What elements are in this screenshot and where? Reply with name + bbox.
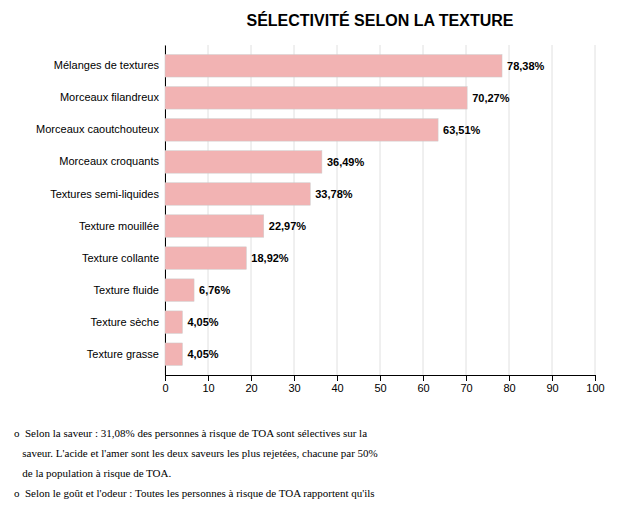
x-tick: 60	[417, 375, 429, 394]
x-tick: 30	[288, 375, 300, 394]
y-tick-label: Morceaux filandreux	[60, 91, 160, 103]
y-tick: Texture fluide	[94, 284, 165, 296]
data-label: 22,97%	[269, 220, 307, 232]
bar	[165, 247, 246, 269]
x-tick-mark	[509, 375, 510, 381]
data-label: 4,05%	[187, 348, 218, 360]
annotations: o Selon la saveur : 31,08% des personnes…	[14, 427, 378, 499]
data-label: 63,51%	[443, 124, 481, 136]
data-label: 4,05%	[187, 316, 218, 328]
x-tick-label: 20	[245, 382, 257, 394]
bar	[165, 87, 467, 109]
bar	[165, 55, 502, 77]
y-tick-label: Texture grasse	[87, 348, 159, 360]
y-tick-label: Texture sèche	[91, 316, 159, 328]
x-tick: 100	[586, 375, 604, 394]
x-tick: 10	[202, 375, 214, 394]
x-tick: 40	[331, 375, 343, 394]
x-tick-mark	[165, 375, 166, 381]
bar	[165, 215, 264, 237]
x-tick: 80	[503, 375, 515, 394]
grid	[165, 45, 595, 375]
x-tick-mark	[294, 375, 295, 381]
data-label: 6,76%	[199, 284, 230, 296]
y-tick: Texture grasse	[87, 348, 165, 360]
x-tick-label: 10	[202, 382, 214, 394]
annotation: de la population à risque de TOA.	[14, 467, 171, 479]
x-tick-label: 30	[288, 382, 300, 394]
y-tick: Mélanges de textures	[54, 59, 165, 71]
data-label: 36,49%	[327, 156, 365, 168]
x-tick-mark	[337, 375, 338, 381]
chart: SÉLECTIVITÉ SELON LA TEXTURE 0 10 20 30 40 50 6…	[0, 0, 635, 525]
plot: 0102030405060708090100Texture grasseText…	[36, 45, 605, 394]
x-tick-label: 0	[162, 382, 168, 394]
data-label: 18,92%	[251, 252, 289, 264]
y-tick-label: Morceaux croquants	[59, 155, 159, 167]
y-tick: Texture sèche	[91, 316, 165, 328]
x-axis-line	[166, 376, 596, 382]
x-tick-label: 70	[460, 382, 472, 394]
x-tick-label: 80	[503, 382, 515, 394]
y-tick-label: Texture mouillée	[79, 220, 159, 232]
data-label: 78,38%	[507, 60, 545, 72]
x-tick: 50	[374, 375, 386, 394]
y-tick: Textures semi-liquides	[50, 188, 165, 200]
y-tick: Morceaux filandreux	[60, 91, 165, 103]
bar	[165, 279, 194, 301]
x-tick-label: 60	[417, 382, 429, 394]
x-tick-mark	[380, 375, 381, 381]
annotation: o Selon la saveur : 31,08% des personnes…	[14, 427, 367, 439]
y-tick-label: Mélanges de textures	[54, 59, 160, 71]
x-tick: 0	[162, 375, 168, 394]
y-tick-label: Morceaux caoutchouteux	[36, 123, 159, 135]
y-tick-label: Texture fluide	[94, 284, 159, 296]
x-tick-label: 50	[374, 382, 386, 394]
x-tick: 90	[546, 375, 558, 394]
y-axis: Texture grasse Texture sèche Texture fluid…	[36, 46, 165, 376]
y-tick-label: Texture collante	[82, 252, 159, 264]
data-label: 33,78%	[315, 188, 353, 200]
annotation: saveur. L'acide et l'amer sont les deux …	[14, 447, 378, 459]
y-tick: Texture collante	[82, 252, 165, 264]
y-tick: Morceaux croquants	[59, 155, 165, 167]
x-tick-mark	[595, 375, 596, 381]
x-tick-label: 40	[331, 382, 343, 394]
x-tick: 70	[460, 375, 472, 394]
y-tick: Texture mouillée	[79, 220, 165, 232]
data-labels: 4,05% 4,05% 6,76% 18,92% 22,97% 33,78% 36,49% 6…	[187, 60, 544, 360]
x-tick-mark	[251, 375, 252, 381]
x-axis: 0 10 20 30 40 50 60 70 80 90 100	[162, 375, 604, 394]
y-tick-label: Textures semi-liquides	[50, 188, 159, 200]
x-tick-label: 100	[586, 382, 604, 394]
x-tick-label: 90	[546, 382, 558, 394]
data-label: 70,27%	[472, 92, 510, 104]
bar	[165, 151, 322, 173]
bar	[165, 311, 182, 333]
grid-line	[595, 45, 596, 375]
bar	[165, 343, 182, 365]
x-tick: 20	[245, 375, 257, 394]
bar	[165, 183, 310, 205]
x-tick-mark	[552, 375, 553, 381]
annotation: o Selon le goût et l'odeur : Toutes les …	[14, 487, 375, 499]
grid-line	[552, 45, 553, 375]
title: SÉLECTIVITÉ SELON LA TEXTURE	[247, 11, 514, 29]
bar	[165, 119, 438, 141]
bars	[165, 55, 502, 366]
x-tick-mark	[466, 375, 467, 381]
y-tick: Morceaux caoutchouteux	[36, 123, 165, 135]
x-tick-mark	[208, 375, 209, 381]
x-tick-mark	[423, 375, 424, 381]
